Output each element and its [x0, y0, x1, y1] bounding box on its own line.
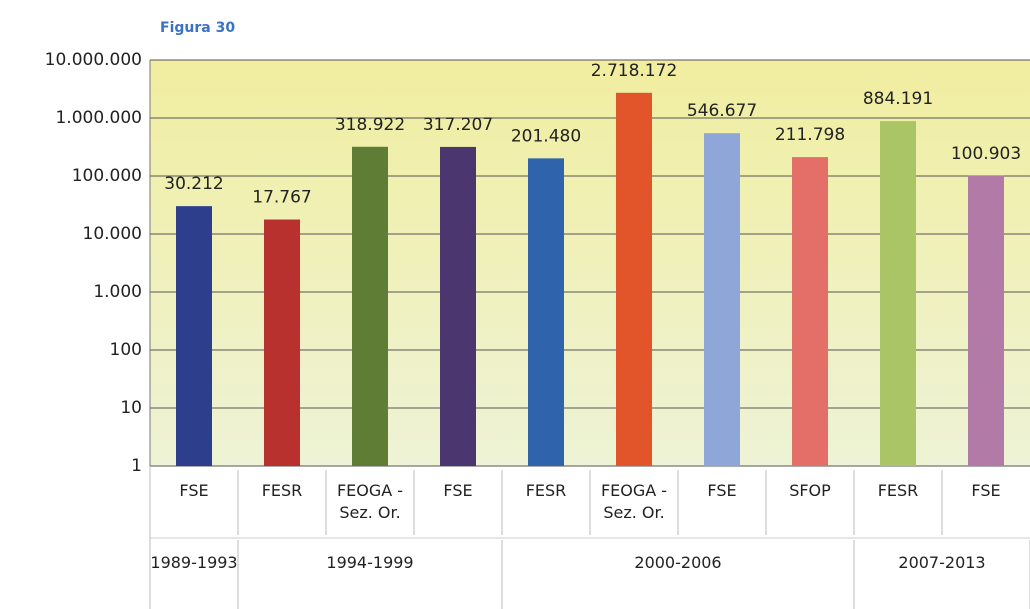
data-label: 2.718.172	[591, 61, 678, 81]
data-label: 318.922	[335, 115, 405, 135]
x-tick-label: FESR	[877, 481, 919, 500]
x-tick-label: FSE	[707, 481, 737, 500]
bar	[352, 146, 388, 466]
y-tick-label: 10.000.000	[45, 50, 142, 70]
bar	[704, 133, 740, 466]
x-tick-label: FESR	[261, 481, 303, 500]
bar	[616, 92, 652, 466]
x-tick-label: FEOGA - Sez. Or.	[336, 481, 404, 522]
x-tick-label: FEOGA - Sez. Or.	[600, 481, 668, 522]
y-tick-label: 1.000.000	[55, 108, 142, 128]
bar	[440, 146, 476, 466]
y-tick-label: 100.000	[72, 166, 142, 186]
x-tick-label: FESR	[525, 481, 567, 500]
group-label: 2007-2013	[898, 553, 986, 572]
y-tick-label: 10	[120, 398, 142, 418]
y-tick-label: 1.000	[93, 282, 142, 302]
bar	[968, 175, 1004, 466]
group-label: 1994-1999	[326, 553, 414, 572]
bar	[792, 157, 828, 466]
x-tick-label: SFOP	[789, 481, 831, 500]
bar	[264, 219, 300, 466]
bar	[176, 206, 212, 466]
data-label: 211.798	[775, 125, 845, 145]
x-tick-label: FSE	[971, 481, 1001, 500]
data-label: 17.767	[252, 188, 311, 208]
x-tick-label: FSE	[179, 481, 209, 500]
bar	[880, 121, 916, 466]
data-label: 317.207	[423, 115, 493, 135]
y-tick-label: 10.000	[83, 224, 142, 244]
bar	[528, 158, 564, 466]
data-label: 30.212	[164, 174, 223, 194]
data-label: 100.903	[951, 144, 1021, 164]
y-tick-label: 1	[131, 456, 142, 476]
chart-title: Figura 30	[160, 20, 235, 36]
group-label: 2000-2006	[634, 553, 722, 572]
x-tick-label: FSE	[443, 481, 473, 500]
group-label: 1989-1993	[150, 553, 238, 572]
data-label: 884.191	[863, 89, 933, 109]
data-label: 201.480	[511, 126, 581, 146]
y-tick-label: 100	[110, 340, 142, 360]
data-label: 546.677	[687, 101, 757, 121]
